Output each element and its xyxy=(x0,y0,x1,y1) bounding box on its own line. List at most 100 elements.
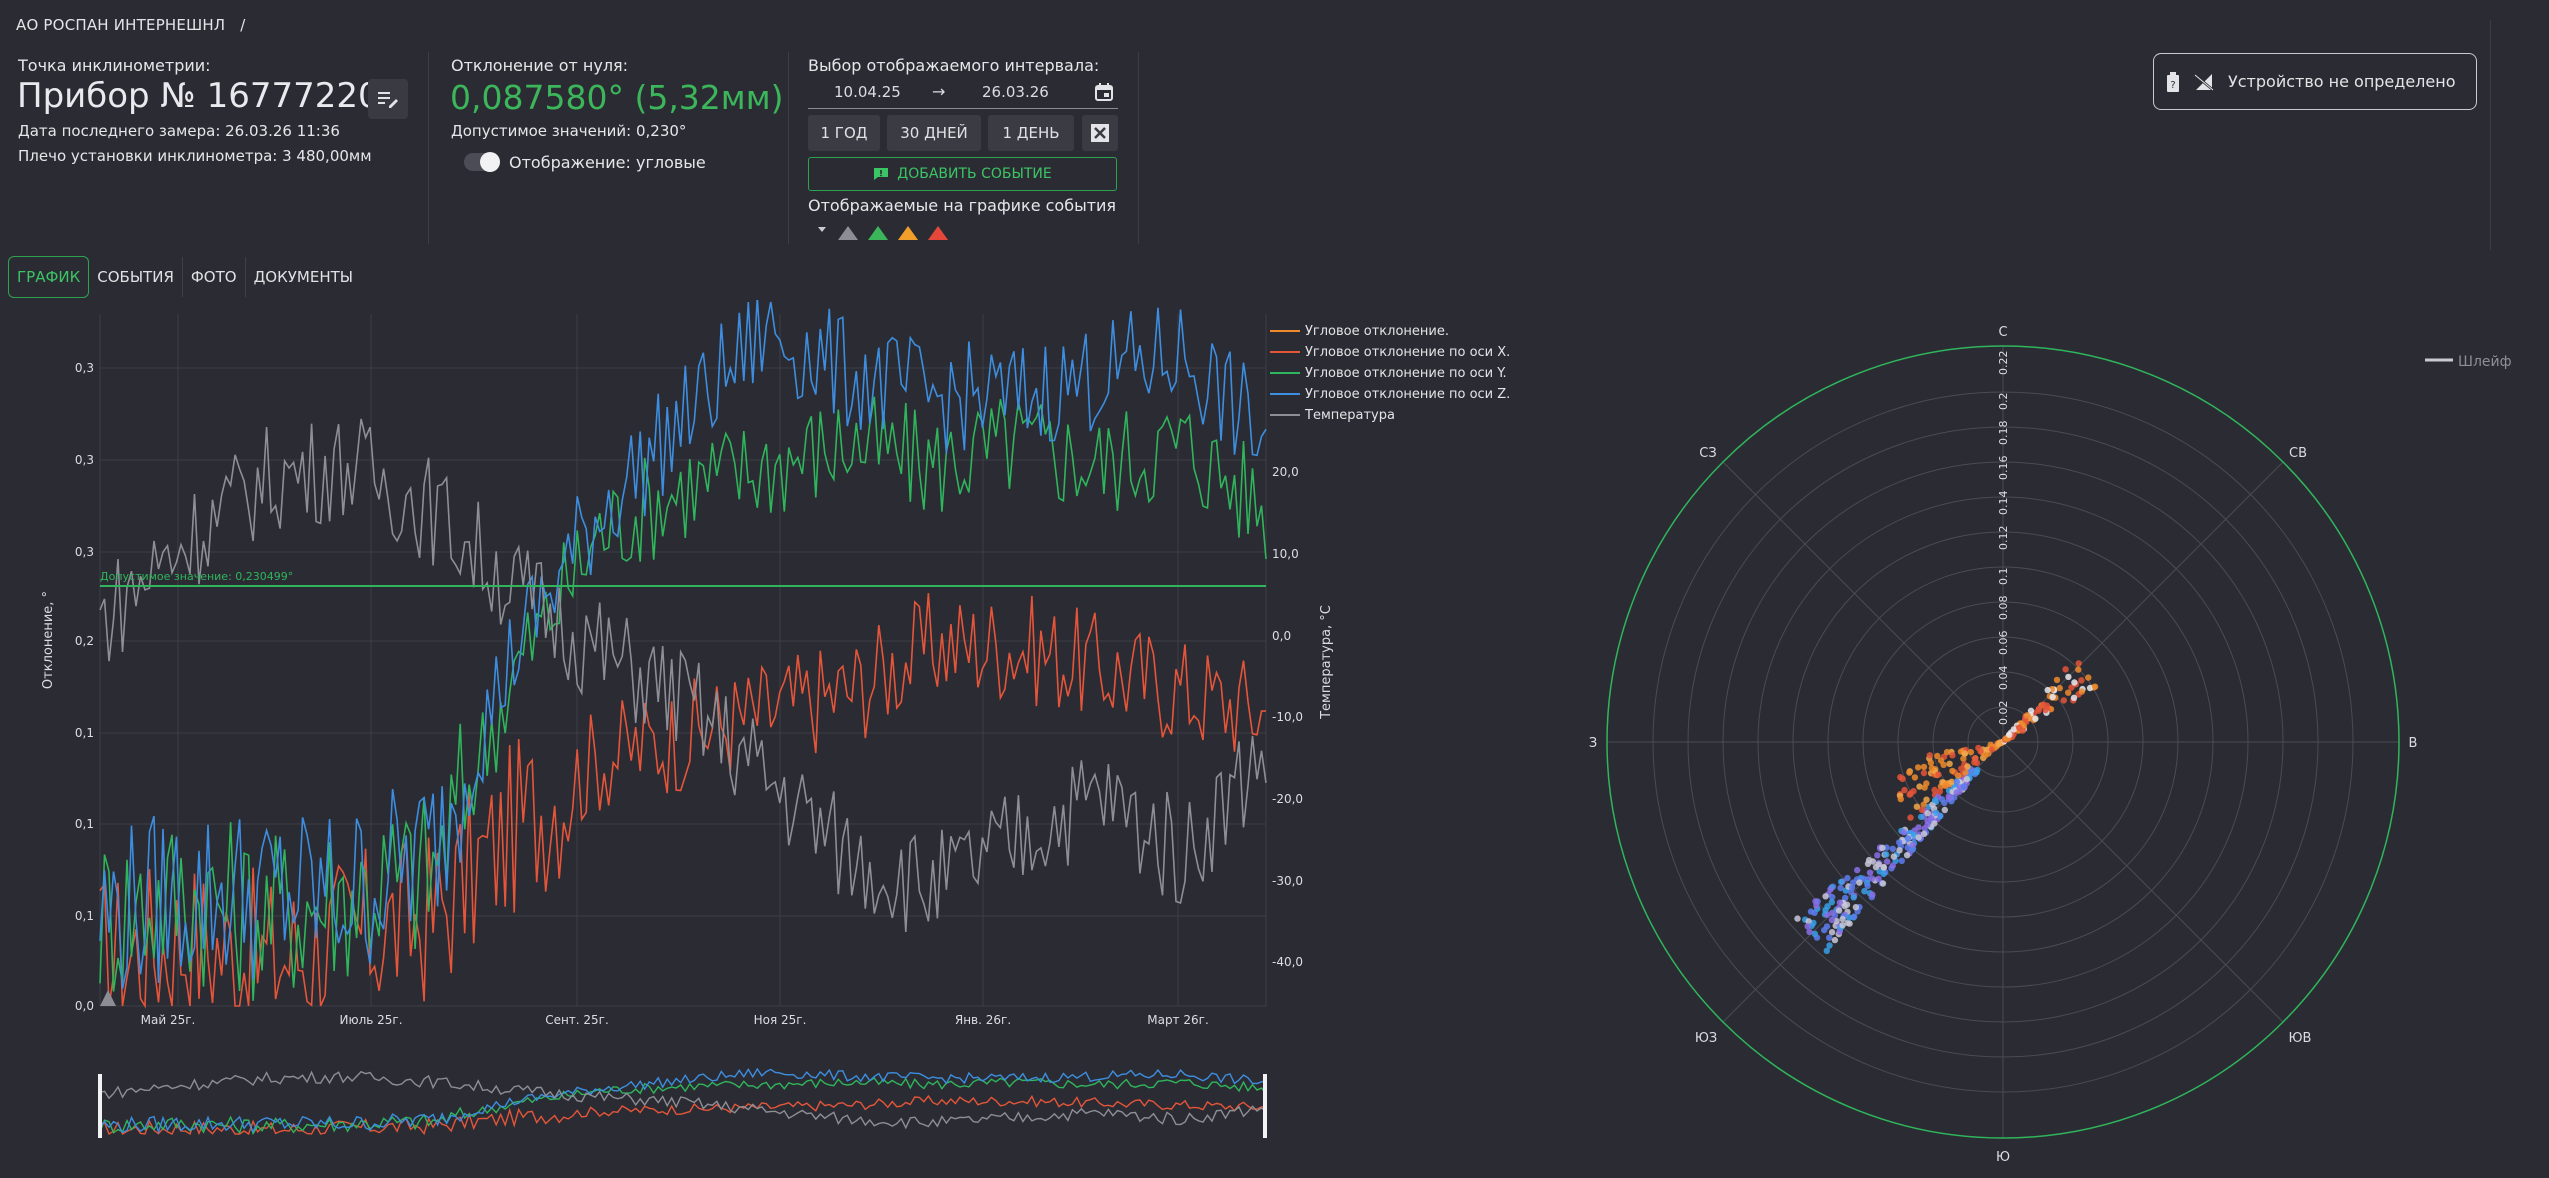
interval-30-days-button[interactable]: 30 ДНЕЙ xyxy=(887,115,981,151)
edit-list-icon xyxy=(378,92,398,108)
tab-photo[interactable]: ФОТО xyxy=(183,257,246,297)
polar-point xyxy=(2075,666,2082,673)
legend-label: Угловое отклонение по оси X. xyxy=(1305,345,1510,360)
polar-point xyxy=(1875,861,1882,868)
polar-point xyxy=(1812,898,1819,905)
polar-point xyxy=(1827,886,1834,893)
legend-item[interactable]: Температура xyxy=(1270,408,1395,423)
close-box-icon xyxy=(1091,124,1109,142)
tab-documents[interactable]: ДОКУМЕНТЫ xyxy=(253,268,353,286)
threshold-label: Допустимое значение: 0,230499° xyxy=(100,570,293,583)
breadcrumb-org[interactable]: АО РОСПАН ИНТЕРНЕШНЛ xyxy=(16,16,226,34)
navigator-right-handle[interactable] xyxy=(1263,1074,1267,1138)
polar-point xyxy=(1949,767,1956,775)
date-from[interactable]: 10.04.25 xyxy=(834,83,901,101)
polar-point xyxy=(1879,844,1886,851)
polar-point xyxy=(2010,726,2018,733)
series-line xyxy=(99,593,1266,1009)
x-tick: Май 25г. xyxy=(141,1013,196,1027)
clear-interval-button[interactable] xyxy=(1082,115,1118,151)
polar-point xyxy=(1898,857,1906,864)
interval-label: Выбор отображаемого интервала: xyxy=(808,56,1100,75)
legend-item[interactable]: Угловое отклонение по оси X. xyxy=(1270,345,1510,360)
polar-point xyxy=(1848,884,1856,891)
polar-point xyxy=(1914,764,1922,771)
polar-direction-labels: С СВ В ЮВ Ю ЮЗ З СЗ xyxy=(1589,325,2418,1165)
polar-point xyxy=(2065,689,2072,696)
deviation-line-chart[interactable]: 0,0 0,1 0,1 0,1 0,2 0,3 0,3 0,3 20,0 10,… xyxy=(0,300,1540,1178)
navigator-series-line xyxy=(99,1077,1267,1136)
deviation-value: 0,087580° (5,32мм) xyxy=(450,78,784,117)
direction-label: З xyxy=(1589,736,1597,751)
y-tick: 0,1 xyxy=(75,909,94,923)
legend-item[interactable]: Угловое отклонение по оси Z. xyxy=(1270,387,1510,402)
polar-point xyxy=(1995,741,2003,748)
calendar-icon[interactable] xyxy=(1094,82,1114,102)
legend-item[interactable]: Угловое отклонение. xyxy=(1270,324,1449,339)
polar-point xyxy=(1935,771,1942,778)
polar-point xyxy=(1861,888,1868,895)
date-to[interactable]: 26.03.26 xyxy=(982,83,1049,101)
y2-tick: 0,0 xyxy=(1272,629,1291,643)
polar-outer-ring xyxy=(1606,345,2400,1139)
display-mode-toggle[interactable] xyxy=(464,152,500,172)
polar-point xyxy=(1920,763,1928,771)
interval-1-day-button[interactable]: 1 ДЕНЬ xyxy=(988,115,1074,151)
interval-1-year-button[interactable]: 1 ГОД xyxy=(808,115,880,151)
polar-point xyxy=(1954,772,1962,779)
polar-legend[interactable]: Шлейф xyxy=(2425,354,2512,370)
polar-point xyxy=(1823,923,1831,930)
polar-scatter-chart[interactable]: С СВ В ЮВ Ю ЮЗ З СЗ 0.020.040.060.080.10… xyxy=(1570,300,2540,1178)
polar-point xyxy=(1931,797,1939,804)
event-type-icons[interactable] xyxy=(814,224,954,242)
device-status-card[interactable]: ? Устройство не определено xyxy=(2153,53,2477,110)
polar-point xyxy=(1889,862,1897,869)
polar-point xyxy=(1806,928,1813,936)
y-tick: 0,0 xyxy=(75,999,94,1013)
tab-events[interactable]: СОБЫТИЯ xyxy=(89,257,183,297)
polar-point xyxy=(1904,835,1912,842)
edit-device-button[interactable] xyxy=(368,79,408,119)
polar-point xyxy=(1836,899,1844,906)
polar-point xyxy=(1880,863,1887,871)
radial-tick: 0.06 xyxy=(1997,631,2010,656)
radial-tick: 0.1 xyxy=(1997,568,2010,586)
tab-graph[interactable]: ГРАФИК xyxy=(8,256,90,298)
y-tick: 0,3 xyxy=(75,361,94,375)
polar-point xyxy=(2024,712,2031,719)
x-axis-ticks: Май 25г. Июль 25г. Сент. 25г. Ноя 25г. Я… xyxy=(141,1013,1209,1027)
event-marker[interactable] xyxy=(100,990,116,1006)
add-event-button[interactable]: ДОБАВИТЬ СОБЫТИЕ xyxy=(808,157,1117,191)
polar-point xyxy=(1953,789,1960,796)
direction-label: СВ xyxy=(2289,446,2307,461)
range-navigator[interactable] xyxy=(98,1067,1267,1138)
polar-point xyxy=(1856,879,1863,886)
polar-point xyxy=(1807,908,1815,915)
breadcrumb-separator: / xyxy=(240,16,246,34)
polar-point xyxy=(1828,916,1836,924)
polar-point xyxy=(1850,894,1857,901)
polar-point xyxy=(1904,844,1911,851)
display-mode-label: Отображение: угловые xyxy=(509,153,706,172)
polar-point xyxy=(1906,769,1913,776)
polar-point xyxy=(1940,761,1947,768)
polar-point xyxy=(1921,784,1928,791)
polar-point xyxy=(1839,915,1846,923)
polar-point xyxy=(1967,748,1975,756)
event-filter[interactable] xyxy=(814,224,954,246)
breadcrumb: АО РОСПАН ИНТЕРНЕШНЛ / xyxy=(16,16,246,34)
polar-point xyxy=(2065,673,2072,681)
legend-label: Угловое отклонение по оси Y. xyxy=(1305,366,1507,381)
series-line xyxy=(99,418,1267,933)
radial-tick: 0.08 xyxy=(1997,596,2010,621)
polar-point xyxy=(1949,752,1956,759)
legend-item[interactable]: Угловое отклонение по оси Y. xyxy=(1270,366,1507,381)
allowed-value: Допустимое значений: 0,230° xyxy=(451,122,687,140)
polar-point xyxy=(1868,875,1876,882)
navigator-left-handle[interactable] xyxy=(98,1074,102,1138)
polar-point xyxy=(1907,814,1914,821)
date-range-picker[interactable]: 10.04.25 → 26.03.26 xyxy=(808,80,1118,109)
polar-point xyxy=(1890,853,1898,860)
y2-tick: 20,0 xyxy=(1272,465,1299,479)
polar-point xyxy=(1901,786,1908,794)
